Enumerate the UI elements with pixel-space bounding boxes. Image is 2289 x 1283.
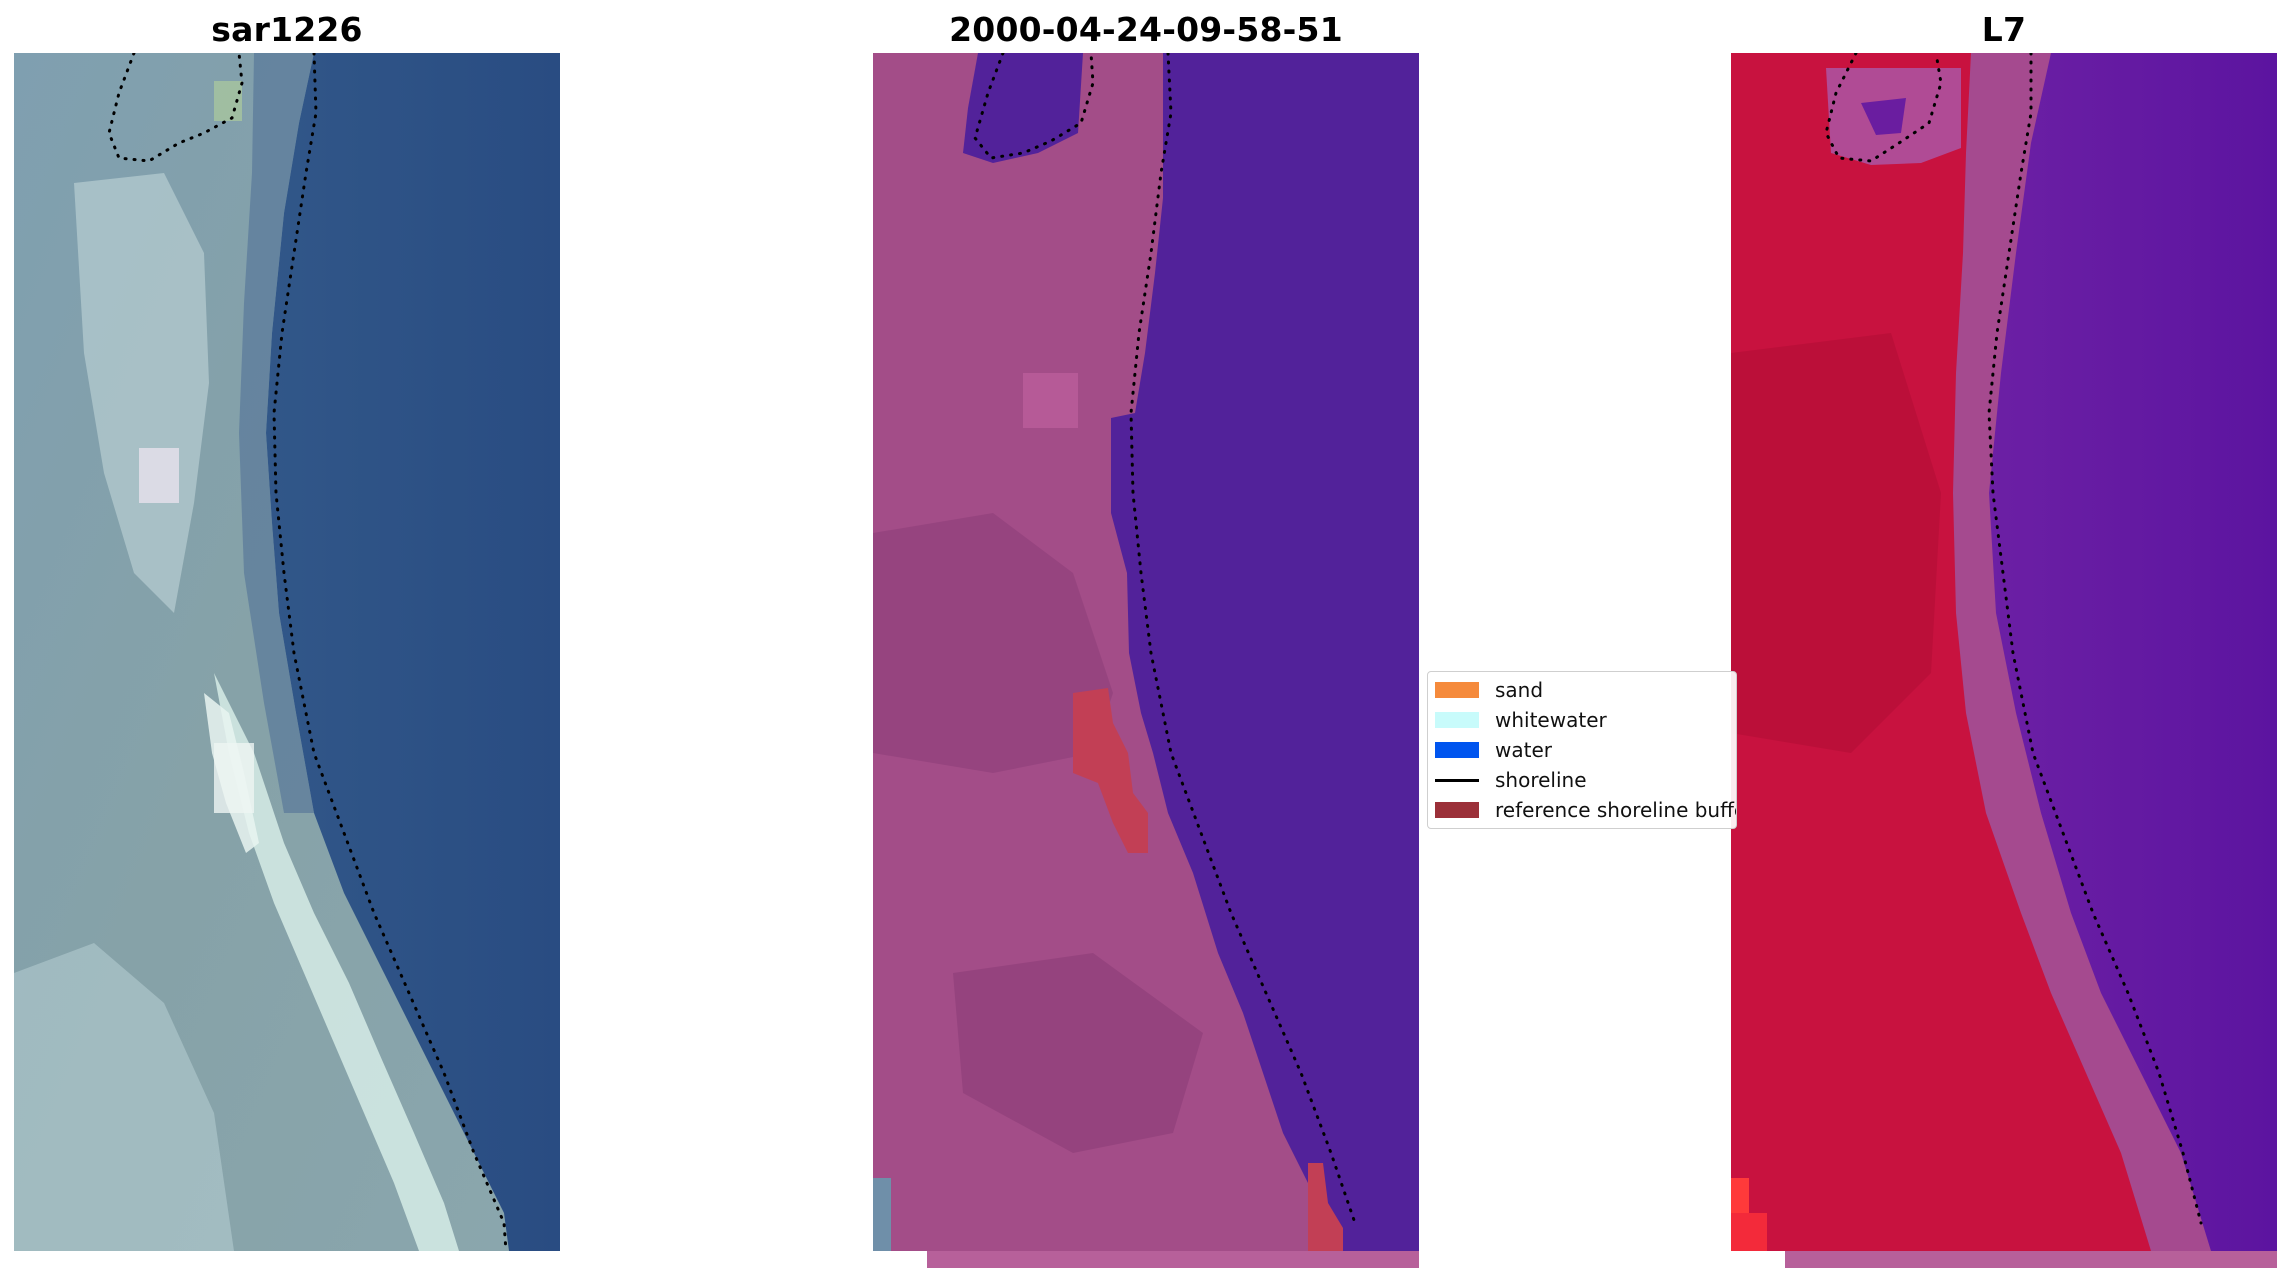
rgb-dark-nearshore: [239, 53, 314, 813]
false-color-bright-patch: [1731, 1213, 1767, 1251]
classified-land-dark-band: [873, 513, 1113, 773]
classified-image: [873, 53, 1419, 1251]
rgb-light-patch: [139, 448, 179, 503]
panel-title-classified: 2000-04-24-09-58-51: [949, 10, 1343, 49]
legend-label-whitewater: whitewater: [1495, 708, 1607, 732]
rgb-satellite-image: [14, 53, 560, 1251]
rgb-image-canvas: [14, 53, 560, 1251]
classified-image-bottom-strip: [927, 1251, 1419, 1268]
classified-buffer-zone-south: [1308, 1163, 1343, 1251]
rgb-pale-land-south: [14, 943, 234, 1251]
false-color-north-pocket: [1861, 98, 1906, 135]
false-color-shoreline-north-loop: [1824, 53, 1943, 163]
false-color-canvas: [1731, 53, 2277, 1251]
legend-label-shoreline: shoreline: [1495, 768, 1587, 792]
rgb-shoreline-north-loop: [107, 53, 244, 163]
false-color-land-dark: [1731, 333, 1941, 753]
panel-title-false-color: L7: [1981, 10, 2027, 49]
legend-label-sand: sand: [1495, 678, 1544, 702]
legend-item-whitewater: whitewater: [1428, 707, 1736, 733]
classified-buffer-zone: [1073, 688, 1148, 853]
legend-item-sand: sand: [1428, 677, 1736, 703]
classified-land-area: [873, 53, 1333, 1251]
false-color-bottom-strip: [1785, 1251, 2277, 1268]
legend-item-reference-buffer: reference shoreline buffer: [1428, 797, 1737, 823]
false-color-image: [1731, 53, 2277, 1251]
sand-swatch: [1435, 682, 1479, 698]
rgb-light-patch: [214, 743, 254, 813]
water-swatch: [1435, 742, 1479, 758]
classified-shoreline: [1129, 53, 1357, 1225]
reference-buffer-swatch: [1435, 802, 1479, 818]
classified-teal-patch: [873, 1178, 891, 1251]
legend: sand whitewater water shoreline referenc…: [1427, 671, 1737, 829]
classified-image-canvas: [873, 53, 1419, 1251]
classified-land-dark-band-south: [953, 953, 1203, 1153]
legend-item-shoreline: shoreline: [1428, 767, 1736, 793]
classified-light-patch: [1023, 373, 1078, 428]
legend-label-water: water: [1495, 738, 1552, 762]
panel-title-rgb: sar1226: [211, 10, 363, 49]
rgb-shoreline: [272, 53, 508, 1251]
rgb-surf-band: [214, 673, 459, 1251]
whitewater-swatch: [1435, 712, 1479, 728]
false-color-bright-patch: [1731, 1178, 1749, 1213]
shoreline-line-swatch: [1435, 779, 1479, 782]
legend-item-water: water: [1428, 737, 1736, 763]
legend-label-reference-buffer: reference shoreline buffer: [1495, 798, 1737, 822]
false-color-shoreline: [1987, 53, 2203, 1225]
